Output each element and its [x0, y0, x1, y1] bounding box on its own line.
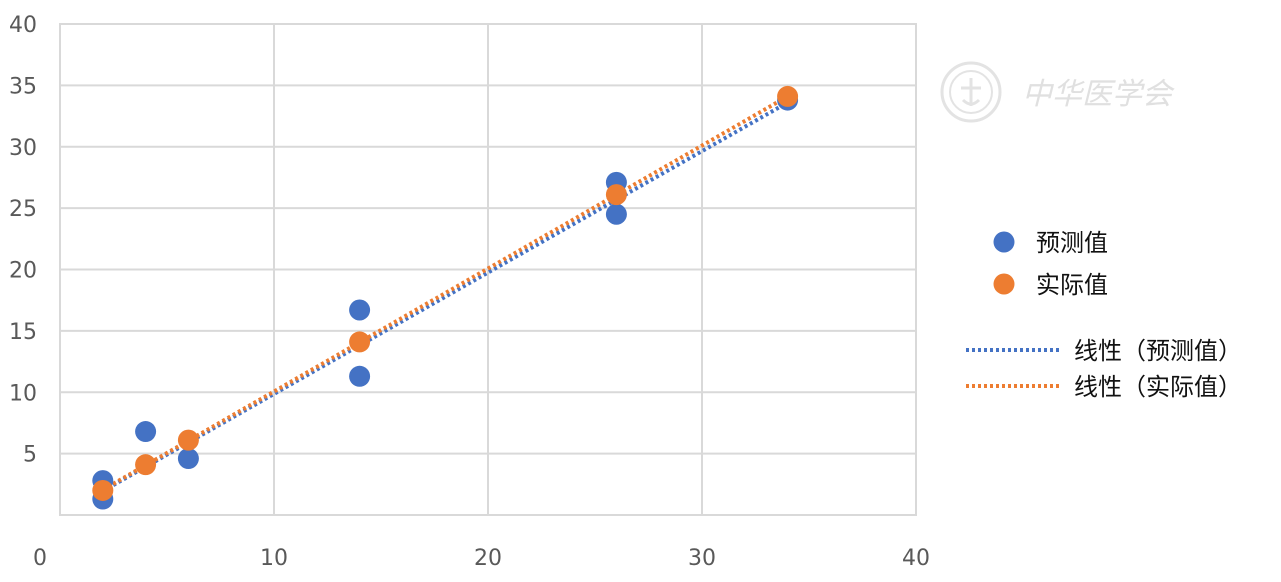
y-tick-label: 5: [23, 443, 37, 468]
legend-marker: [993, 231, 1015, 253]
x-tick-label: 20: [474, 546, 502, 571]
trendline: [101, 100, 789, 493]
y-tick-label: 30: [9, 136, 37, 161]
data-point: [349, 365, 371, 387]
y-tick-label: 15: [9, 320, 37, 345]
data-point: [349, 331, 371, 353]
legend-label: 预测值: [1036, 229, 1108, 257]
watermark: 中华医学会: [940, 61, 1175, 123]
data-point: [349, 299, 371, 321]
y-tick-label: 25: [9, 197, 37, 222]
data-point: [605, 203, 627, 225]
legend-marker: [993, 273, 1015, 295]
data-point: [92, 479, 114, 501]
x-tick-label: 0: [33, 546, 47, 571]
data-point: [605, 184, 627, 206]
axis-tick-labels: 0 10 20 30 40 5 10 15 20 25 30 35 40: [9, 13, 930, 571]
society-seal-icon: [940, 61, 1002, 123]
x-tick-label: 30: [688, 546, 716, 571]
trendlines: [101, 94, 789, 493]
y-tick-label: 20: [9, 259, 37, 284]
data-point: [177, 448, 199, 470]
legend-label: 线性（实际值）: [1074, 373, 1242, 401]
y-tick-label: 10: [9, 381, 37, 406]
data-point: [777, 85, 799, 107]
watermark-text: 中华医学会: [1022, 77, 1175, 112]
data-point: [135, 454, 157, 476]
y-tick-label: 40: [9, 13, 37, 38]
x-tick-label: 10: [260, 546, 288, 571]
data-point: [135, 421, 157, 443]
legend-label: 线性（预测值）: [1074, 337, 1242, 365]
trendline: [101, 94, 789, 492]
data-point: [177, 429, 199, 451]
data-points: [92, 85, 799, 510]
legend-label: 实际值: [1036, 271, 1108, 299]
x-tick-label: 40: [902, 546, 930, 571]
grid-lines: [59, 23, 917, 516]
y-tick-label: 35: [9, 74, 37, 99]
